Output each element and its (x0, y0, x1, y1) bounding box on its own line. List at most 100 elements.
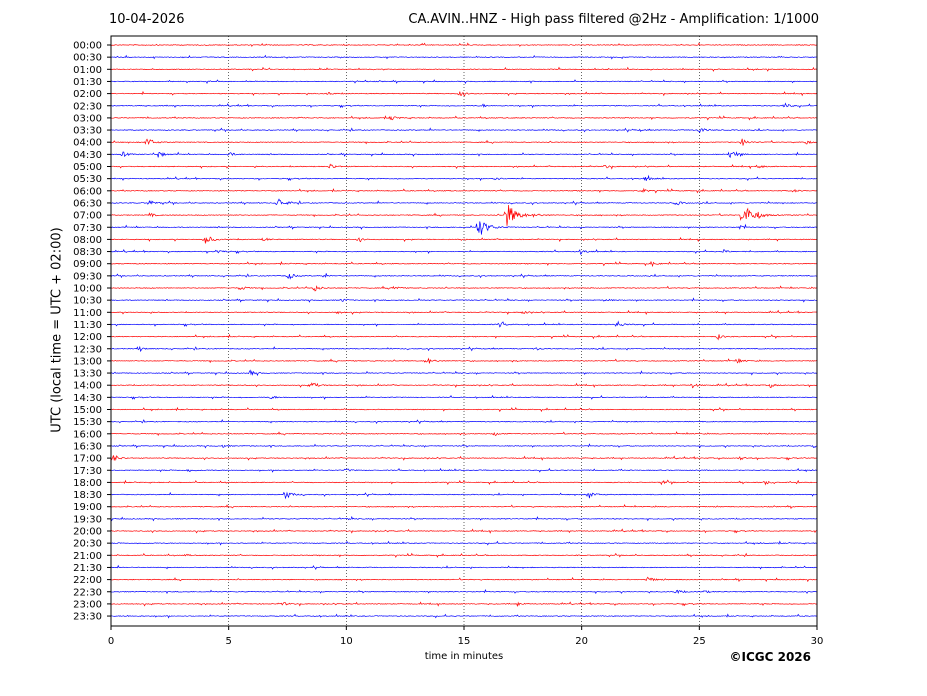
y-tick-label: 04:30 (73, 150, 102, 161)
y-tick-label: 00:00 (73, 41, 102, 52)
trace-2100 (110, 552, 817, 558)
trace-0500 (110, 163, 817, 170)
x-axis-label: time in minutes (424, 651, 504, 662)
trace-1430 (110, 394, 817, 400)
y-tick-label: 21:00 (73, 551, 102, 562)
trace-2030 (110, 540, 817, 546)
seismogram-traces (110, 42, 817, 619)
y-tick-label: 21:30 (73, 563, 102, 574)
y-tick-label: 15:30 (73, 417, 102, 428)
y-tick-label: 15:00 (73, 405, 102, 416)
trace-0800 (110, 236, 817, 244)
y-tick-label: 17:00 (73, 454, 102, 465)
y-tick-label: 09:30 (73, 271, 102, 282)
trace-0230 (110, 102, 817, 109)
trace-0630 (110, 198, 817, 206)
trace-1700 (110, 455, 817, 461)
trace-1830 (110, 491, 817, 500)
y-tick-label: 02:30 (73, 101, 102, 112)
trace-0900 (110, 260, 817, 268)
y-tick-label: 12:30 (73, 344, 102, 355)
y-tick-label: 13:00 (73, 356, 102, 367)
trace-0830 (110, 248, 817, 255)
y-tick-label: 22:00 (73, 575, 102, 586)
y-tick-label: 20:00 (73, 527, 102, 538)
y-tick-label: 06:30 (73, 198, 102, 209)
trace-2330 (110, 613, 817, 619)
trace-1000 (110, 285, 817, 292)
trace-1600 (110, 431, 817, 437)
y-tick-label: 19:00 (73, 502, 102, 513)
chart-title: CA.AVIN..HNZ - High pass filtered @2Hz -… (408, 12, 819, 27)
trace-0000 (110, 42, 817, 47)
y-tick-label: 05:00 (73, 162, 102, 173)
x-tick-label: 0 (108, 636, 114, 647)
trace-2000 (110, 528, 817, 534)
y-tick-label: 13:30 (73, 369, 102, 380)
x-tick-label: 5 (225, 636, 231, 647)
y-tick-label: 11:30 (73, 320, 102, 331)
y-tick-label: 11:00 (73, 308, 102, 319)
trace-0700 (110, 204, 817, 226)
trace-1030 (110, 297, 817, 303)
y-tick-label: 09:00 (73, 259, 102, 270)
trace-0100 (110, 66, 817, 72)
trace-2230 (110, 588, 817, 595)
x-axis-ticks: 0 5 10 15 20 25 30 (108, 626, 824, 647)
x-tick-label: 20 (575, 636, 588, 647)
y-tick-label: 18:00 (73, 478, 102, 489)
trace-0200 (110, 90, 817, 97)
copyright-label: ©ICGC 2026 (729, 650, 811, 664)
chart-date: 10-04-2026 (109, 12, 185, 27)
y-tick-label: 05:30 (73, 174, 102, 185)
x-tick-label: 30 (811, 636, 824, 647)
trace-0730 (110, 221, 817, 235)
x-tick-label: 10 (340, 636, 353, 647)
y-tick-label: 14:30 (73, 393, 102, 404)
y-tick-label: 12:00 (73, 332, 102, 343)
trace-1900 (110, 504, 817, 510)
trace-1230 (110, 345, 817, 353)
trace-1400 (110, 382, 817, 389)
trace-1300 (110, 357, 817, 364)
y-tick-label: 10:30 (73, 296, 102, 307)
trace-1100 (110, 309, 817, 316)
y-tick-label: 20:30 (73, 539, 102, 550)
y-tick-label: 06:00 (73, 186, 102, 197)
y-tick-label: 08:30 (73, 247, 102, 258)
trace-1800 (110, 479, 817, 486)
y-tick-label: 22:30 (73, 587, 102, 598)
y-tick-label: 16:00 (73, 429, 102, 440)
y-tick-label: 03:00 (73, 113, 102, 124)
trace-0300 (110, 115, 817, 121)
y-tick-label: 00:30 (73, 53, 102, 64)
y-tick-label: 18:30 (73, 490, 102, 501)
x-tick-label: 15 (458, 636, 471, 647)
y-tick-label: 07:30 (73, 223, 102, 234)
y-tick-label: 14:00 (73, 381, 102, 392)
trace-1530 (110, 418, 817, 425)
y-tick-label: 02:00 (73, 89, 102, 100)
y-tick-label: 23:30 (73, 612, 102, 623)
y-tick-label: 08:00 (73, 235, 102, 246)
y-tick-label: 16:30 (73, 441, 102, 452)
x-tick-label: 25 (693, 636, 706, 647)
trace-1630 (110, 443, 817, 449)
y-tick-label: 17:30 (73, 466, 102, 477)
trace-1200 (110, 333, 817, 341)
trace-2130 (110, 564, 817, 571)
trace-1500 (110, 406, 817, 413)
trace-0400 (110, 138, 817, 146)
trace-0130 (110, 79, 817, 85)
y-tick-label: 03:30 (73, 126, 102, 137)
trace-1730 (110, 467, 817, 473)
y-tick-label: 07:00 (73, 211, 102, 222)
vertical-gridlines (228, 36, 700, 626)
y-tick-label: 23:00 (73, 599, 102, 610)
trace-0530 (110, 174, 817, 182)
y-tick-label: 01:00 (73, 65, 102, 76)
trace-1330 (110, 369, 817, 377)
trace-1130 (110, 320, 817, 328)
y-tick-label: 19:30 (73, 514, 102, 525)
